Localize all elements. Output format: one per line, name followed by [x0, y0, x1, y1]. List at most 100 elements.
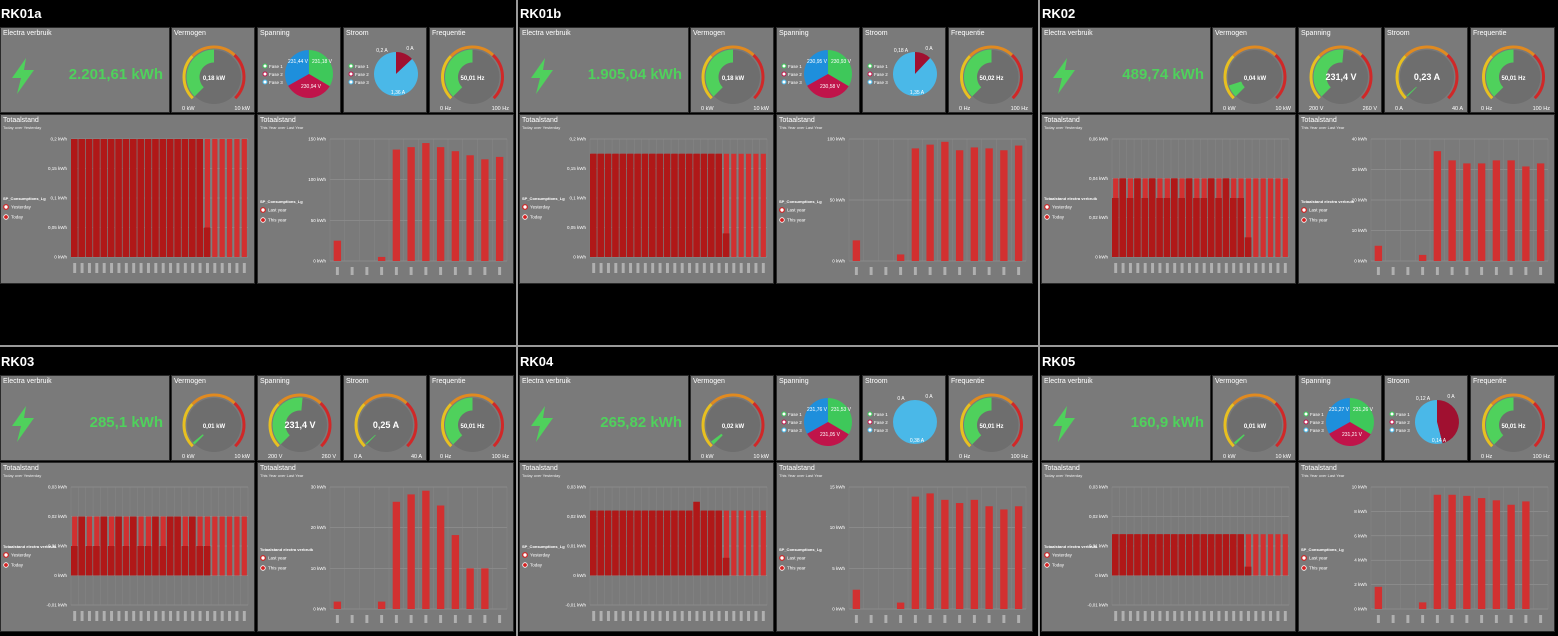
electra-tile[interactable]: Electra verbruik 489,74 kWh [1041, 27, 1211, 113]
today-bar [590, 510, 597, 576]
today-bar [604, 510, 612, 576]
freq-gauge: 50,01 Hz 0 Hz 100 Hz [440, 45, 509, 112]
stroom-tile[interactable]: Stroom 0,25 A 0 A 40 A [343, 375, 427, 461]
yesterday-bar [234, 516, 240, 576]
x-tick-label-mark [1435, 615, 1439, 623]
y-tick-label: 5 kWh [832, 566, 845, 571]
total-kwh-value: 160,9 kWh [1130, 414, 1204, 431]
today-bar [196, 139, 204, 257]
x-tick-label-mark [884, 267, 888, 275]
current-pie-chart: 0 A 0 A 0,38 A Fase 1 Fase 2 Fase 3 [867, 394, 937, 444]
legend-marker [1301, 555, 1307, 561]
totaalstand-day-tile[interactable]: Totaalstand Today over Yesterday 0,03 kWh 0… [0, 462, 255, 632]
totaalstand-year-tile[interactable]: Totaalstand This Year over Last Year 15 kW… [776, 462, 1033, 632]
vermogen-tile[interactable]: Vermogen 0,18 kW 0 kW 10 kW [690, 27, 774, 113]
voltage-pie-slice [285, 50, 309, 87]
power-gauge-fill [705, 49, 734, 97]
y-tick-label: 0 kWh [313, 607, 326, 612]
y-tick-label: 0,01 kWh [48, 544, 68, 549]
x-tick-label-mark [1151, 263, 1155, 273]
legend-marker [779, 565, 785, 571]
current-zone-high [405, 402, 418, 448]
vermogen-tile[interactable]: Vermogen 0,04 kW 0 kW 10 kW [1212, 27, 1296, 113]
electra-tile[interactable]: Electra verbruik 160,9 kWh [1041, 375, 1211, 461]
x-tick-label-mark [1165, 611, 1169, 621]
today-bar [663, 510, 671, 576]
spanning-tile[interactable]: Spanning 231,27 V 231,26 V 231,21 V Fase 1 Fa… [1298, 375, 1382, 461]
x-tick-label-mark [409, 615, 413, 623]
legend-fase-label: Fase 2 [788, 420, 802, 425]
x-tick-label-mark [1524, 267, 1528, 275]
spanning-tile[interactable]: Spanning 230,95 V 230,93 V 230,58 V Fase 1 Fa… [776, 27, 860, 113]
totaalstand-day-tile[interactable]: Totaalstand Today over Yesterday 0,2 kWh 0,… [519, 114, 774, 284]
stroom-tile[interactable]: Stroom 0,18 A 0 A 1,35 A Fase 1 Fase 2 Fase 3 [862, 27, 946, 113]
totaalstand-day-tile[interactable]: Totaalstand Today over Yesterday 0,03 kWh 0… [1041, 462, 1296, 632]
x-tick-label-mark [621, 263, 625, 273]
frequentie-tile[interactable]: Frequentie 50,02 Hz 0 Hz 100 Hz [948, 27, 1033, 113]
x-tick-label-mark [468, 267, 472, 275]
legend-fase-label: Fase 1 [1396, 412, 1410, 417]
today-bar [1207, 178, 1215, 257]
yesterday-bar [753, 510, 759, 576]
totaalstand-year-tile[interactable]: Totaalstand This Year over Last Year 150 k… [257, 114, 514, 284]
panel-title: RK04 [520, 354, 554, 369]
electra-tile[interactable]: Electra verbruik 2.201,61 kWh [0, 27, 170, 113]
current-zone-low [1395, 55, 1407, 100]
spanning-tile[interactable]: Spanning 231,44 V 231,18 V 230,94 V Fase 1 Fa… [257, 27, 341, 113]
yesterday-bar [731, 510, 737, 576]
x-tick-label-mark [1450, 615, 1454, 623]
legend-label: Last year [1309, 208, 1328, 213]
x-tick-label-mark [1283, 263, 1287, 273]
voltage-max-label: 260 V [1363, 106, 1378, 112]
x-tick-label-mark [614, 263, 618, 273]
vermogen-tile[interactable]: Vermogen 0,02 kW 0 kW 10 kW [690, 375, 774, 461]
frequentie-tile[interactable]: Frequentie 50,01 Hz 0 Hz 100 Hz [1470, 375, 1555, 461]
power-gauge-face [1228, 398, 1282, 452]
power-zone-low [701, 403, 713, 448]
totaalstand-day-tile[interactable]: Totaalstand Today over Yesterday 0,2 kWh 0,… [0, 114, 255, 284]
stroom-tile[interactable]: Stroom 0,2 A 0 A 1,36 A Fase 1 Fase 2 Fase 3 [343, 27, 427, 113]
totaalstand-year-tile[interactable]: Totaalstand This Year over Last Year 100 k… [776, 114, 1033, 284]
x-tick-label-mark [972, 267, 976, 275]
totaalstand-day-tile[interactable]: Totaalstand Today over Yesterday 0,06 kWh 0… [1041, 114, 1296, 284]
totaalstand-year-tile[interactable]: Totaalstand This Year over Last Year 10 kW… [1298, 462, 1555, 632]
vermogen-tile[interactable]: Vermogen 0,18 kW 0 kW 10 kW [171, 27, 255, 113]
frequentie-tile[interactable]: Frequentie 50,01 Hz 0 Hz 100 Hz [948, 375, 1033, 461]
x-tick-label-mark [1376, 267, 1380, 275]
y-tick-label: 100 kWh [308, 177, 326, 182]
voltage-pie-slice [1350, 398, 1374, 434]
spanning-tile[interactable]: Spanning 231,4 V 200 V 260 V [257, 375, 341, 461]
x-tick-label-mark [1114, 263, 1118, 273]
stroom-tile[interactable]: Stroom 0,23 A 0 A 40 A [1384, 27, 1468, 113]
electra-tile[interactable]: Electra verbruik 285,1 kWh [0, 375, 170, 461]
today-bar [626, 510, 634, 576]
stroom-title: Stroom [346, 378, 369, 385]
today-bar [107, 139, 115, 257]
this-year-bar [941, 499, 949, 609]
x-tick-label-mark [1465, 615, 1469, 623]
totaalstand-year-tile[interactable]: Totaalstand This Year over Last Year 40 kW… [1298, 114, 1555, 284]
totaalstand-year-tile[interactable]: Totaalstand This Year over Last Year 30 kW… [257, 462, 514, 632]
x-tick-label-mark [1494, 615, 1498, 623]
today-bar [1207, 534, 1215, 576]
electra-tile[interactable]: Electra verbruik 1.905,04 kWh [519, 27, 689, 113]
x-tick-label-mark [688, 611, 692, 621]
y-tick-label: 0 kWh [832, 259, 845, 264]
stroom-tile[interactable]: Stroom 0 A 0 A 0,38 A Fase 1 Fase 2 Fase 3 [862, 375, 946, 461]
totaalstand-day-tile[interactable]: Totaalstand Today over Yesterday 0,03 kWh 0… [519, 462, 774, 632]
vermogen-tile[interactable]: Vermogen 0,01 kW 0 kW 10 kW [171, 375, 255, 461]
spanning-tile[interactable]: Spanning 231,4 V 200 V 260 V [1298, 27, 1382, 113]
today-bar [137, 546, 145, 576]
voltage-zone-mid [277, 393, 322, 406]
today-bar [137, 139, 145, 257]
frequentie-tile[interactable]: Frequentie 50,01 Hz 0 Hz 100 Hz [1470, 27, 1555, 113]
today-bar [597, 153, 605, 257]
frequentie-tile[interactable]: Frequentie 50,01 Hz 0 Hz 100 Hz [429, 375, 514, 461]
frequentie-tile[interactable]: Frequentie 50,01 Hz 0 Hz 100 Hz [429, 27, 514, 113]
electra-tile[interactable]: Electra verbruik 265,82 kWh [519, 375, 689, 461]
y-tick-label: 0,02 kWh [1089, 215, 1109, 220]
legend-fase-label: Fase 1 [1310, 412, 1324, 417]
vermogen-tile[interactable]: Vermogen 0,01 kW 0 kW 10 kW [1212, 375, 1296, 461]
spanning-tile[interactable]: Spanning 231,76 V 231,53 V 231,05 V Fase 1 Fa… [776, 375, 860, 461]
stroom-tile[interactable]: Stroom 0,12 A 0 A 0,14 A Fase 1 Fase 2 Fase 3 [1384, 375, 1468, 461]
